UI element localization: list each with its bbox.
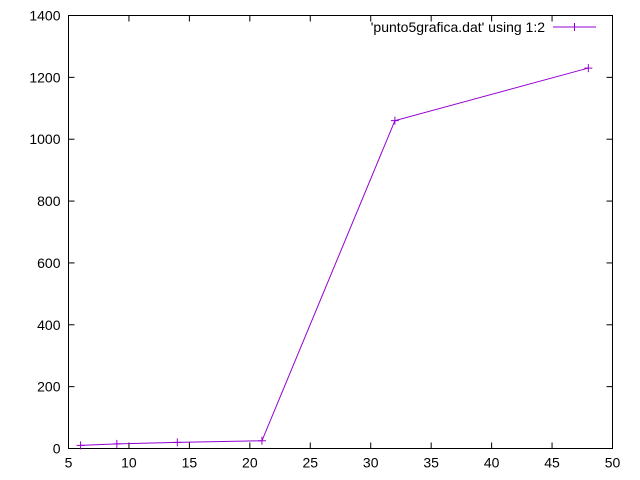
x-tick-label: 5: [65, 455, 73, 471]
x-tick-labels: 5 10 15 20 25 30 35 40 45 50: [65, 455, 621, 471]
x-tick-label: 30: [363, 455, 379, 471]
x-tick-label: 25: [302, 455, 318, 471]
y-tick-label: 800: [37, 193, 61, 209]
y-tick-label: 1000: [29, 131, 60, 147]
y-tick-label: 0: [53, 441, 61, 457]
y-tick-label: 400: [37, 317, 61, 333]
y-tick-labels: 0 200 400 600 800 1000 1200 1400: [29, 8, 60, 457]
x-tick-label: 20: [242, 455, 258, 471]
plot-border: [68, 15, 613, 449]
y-tick-label: 1200: [29, 69, 60, 85]
legend-label: 'punto5grafica.dat' using 1:2: [371, 19, 545, 35]
x-tick-label: 10: [121, 455, 137, 471]
legend-marker: [570, 23, 579, 31]
y-tick-label: 1400: [29, 8, 60, 24]
data-point-marker: [257, 436, 266, 445]
y-tick-label: 200: [37, 379, 61, 395]
data-point-marker: [584, 64, 593, 73]
data-point-marker: [173, 438, 182, 447]
series-layer: [76, 64, 593, 450]
y-tick-label: 600: [37, 255, 61, 271]
x-tick-label: 40: [484, 455, 500, 471]
x-tick-label: 35: [423, 455, 439, 471]
series-line: [80, 67, 589, 446]
x-tick-label: 45: [544, 455, 560, 471]
data-point-marker: [390, 116, 399, 125]
data-point-marker: [112, 439, 121, 448]
axis-ticks: [68, 15, 613, 449]
legend: 'punto5grafica.dat' using 1:2: [371, 19, 596, 35]
x-tick-label: 15: [182, 455, 198, 471]
x-tick-label: 50: [605, 455, 621, 471]
data-point-marker: [76, 441, 85, 450]
